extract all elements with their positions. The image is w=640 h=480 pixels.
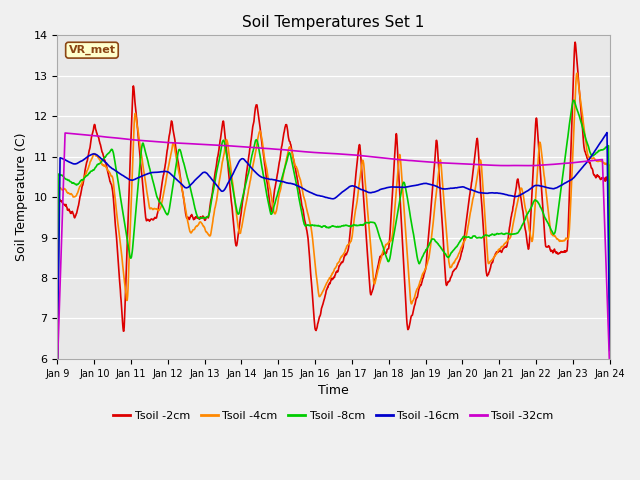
Tsoil -8cm bbox=[606, 313, 614, 319]
Tsoil -2cm bbox=[177, 173, 184, 179]
Tsoil -16cm bbox=[238, 156, 246, 162]
Tsoil -16cm bbox=[163, 168, 171, 174]
Tsoil -16cm bbox=[603, 130, 611, 135]
Tsoil -4cm bbox=[419, 270, 427, 276]
Tsoil -2cm bbox=[163, 150, 171, 156]
Tsoil -2cm bbox=[238, 203, 246, 209]
Y-axis label: Soil Temperature (C): Soil Temperature (C) bbox=[15, 133, 28, 262]
Tsoil -32cm bbox=[492, 162, 500, 168]
Tsoil -2cm bbox=[606, 284, 614, 290]
Tsoil -4cm bbox=[573, 71, 581, 76]
Tsoil -8cm bbox=[54, 384, 61, 390]
Line: Tsoil -16cm: Tsoil -16cm bbox=[58, 132, 610, 365]
Tsoil -32cm bbox=[541, 162, 548, 168]
Tsoil -32cm bbox=[163, 140, 171, 145]
Text: VR_met: VR_met bbox=[68, 45, 115, 55]
Tsoil -8cm bbox=[570, 97, 578, 103]
Tsoil -4cm bbox=[492, 252, 499, 258]
Tsoil -2cm bbox=[540, 223, 548, 228]
Tsoil -4cm bbox=[540, 172, 548, 178]
Line: Tsoil -4cm: Tsoil -4cm bbox=[58, 73, 610, 354]
Tsoil -16cm bbox=[540, 184, 548, 190]
Tsoil -16cm bbox=[54, 362, 61, 368]
Tsoil -8cm bbox=[540, 213, 548, 218]
Tsoil -32cm bbox=[606, 366, 614, 372]
Tsoil -32cm bbox=[54, 364, 61, 370]
Line: Tsoil -32cm: Tsoil -32cm bbox=[58, 133, 610, 369]
Tsoil -4cm bbox=[238, 223, 246, 228]
X-axis label: Time: Time bbox=[318, 384, 349, 397]
Tsoil -32cm bbox=[177, 141, 184, 146]
Tsoil -8cm bbox=[238, 197, 246, 203]
Tsoil -4cm bbox=[177, 176, 184, 181]
Tsoil -16cm bbox=[177, 180, 184, 186]
Tsoil -4cm bbox=[54, 351, 61, 357]
Tsoil -32cm bbox=[420, 159, 428, 165]
Tsoil -2cm bbox=[419, 275, 427, 281]
Tsoil -8cm bbox=[163, 212, 171, 217]
Tsoil -2cm bbox=[492, 251, 499, 257]
Tsoil -32cm bbox=[61, 130, 69, 136]
Tsoil -4cm bbox=[163, 173, 171, 179]
Line: Tsoil -2cm: Tsoil -2cm bbox=[58, 42, 610, 399]
Tsoil -4cm bbox=[606, 336, 614, 342]
Tsoil -16cm bbox=[492, 190, 499, 196]
Tsoil -16cm bbox=[606, 348, 614, 353]
Legend: Tsoil -2cm, Tsoil -4cm, Tsoil -8cm, Tsoil -16cm, Tsoil -32cm: Tsoil -2cm, Tsoil -4cm, Tsoil -8cm, Tsoi… bbox=[109, 407, 558, 425]
Line: Tsoil -8cm: Tsoil -8cm bbox=[58, 100, 610, 387]
Tsoil -2cm bbox=[572, 39, 579, 45]
Tsoil -2cm bbox=[54, 396, 61, 402]
Tsoil -8cm bbox=[419, 252, 427, 258]
Tsoil -8cm bbox=[177, 147, 184, 153]
Title: Soil Temperatures Set 1: Soil Temperatures Set 1 bbox=[243, 15, 425, 30]
Tsoil -8cm bbox=[492, 232, 499, 238]
Tsoil -32cm bbox=[239, 144, 246, 150]
Tsoil -16cm bbox=[419, 180, 427, 186]
